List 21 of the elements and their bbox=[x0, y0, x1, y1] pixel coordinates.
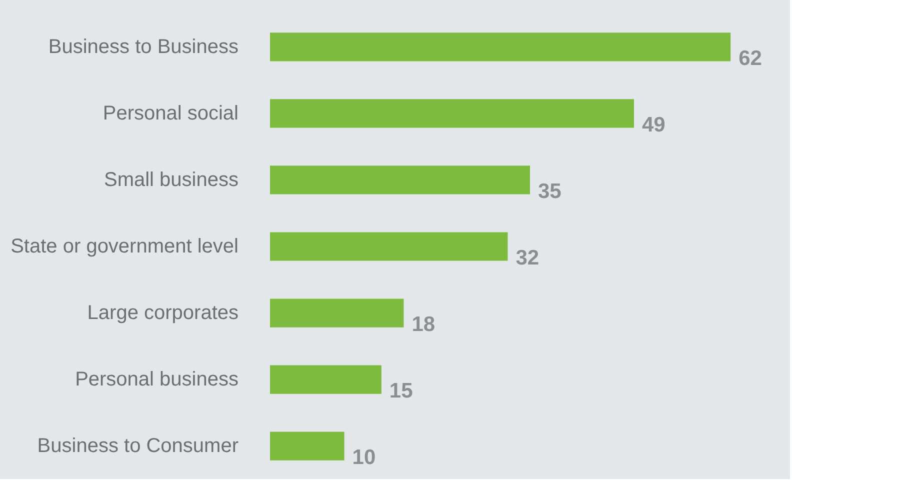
data-label: 18 bbox=[412, 313, 436, 336]
y-tick-label: Large corporates bbox=[87, 302, 238, 324]
y-tick-label: Business to Consumer bbox=[37, 435, 239, 458]
bar bbox=[270, 298, 404, 328]
y-tick-label: Business to Business bbox=[48, 36, 238, 58]
y-tick-label: Personal social bbox=[102, 102, 238, 124]
data-label: 32 bbox=[516, 246, 540, 270]
data-label: 49 bbox=[642, 113, 666, 136]
bar bbox=[270, 432, 344, 460]
data-label: 10 bbox=[352, 446, 376, 470]
y-tick-label: Personal business bbox=[75, 368, 238, 391]
data-label: 62 bbox=[738, 46, 762, 70]
data-label: 35 bbox=[538, 180, 562, 203]
bar bbox=[270, 232, 508, 261]
data-label: 15 bbox=[389, 380, 414, 403]
bar bbox=[270, 99, 634, 128]
bar bbox=[270, 32, 731, 62]
y-tick-label: Small business bbox=[104, 168, 238, 191]
bar bbox=[270, 365, 382, 394]
bar bbox=[270, 166, 530, 194]
y-tick-label: State or government level bbox=[10, 236, 238, 258]
